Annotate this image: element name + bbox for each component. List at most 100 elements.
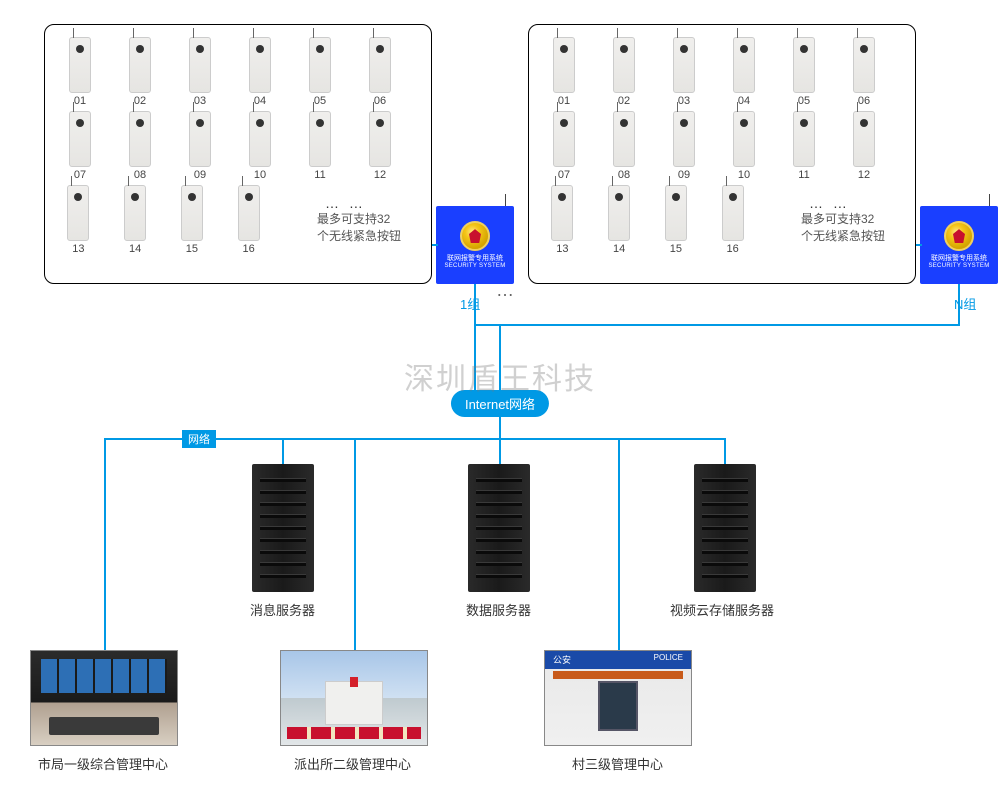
remote-label: 01 [74,95,86,107]
remote-icon [309,37,331,93]
remote-label: 16 [243,243,255,255]
server-icon [694,464,756,592]
remote-unit: 03 [179,37,221,107]
connector-line [282,438,284,464]
remote-label: 10 [254,169,266,181]
server-icon [468,464,530,592]
remote-unit: 07 [59,111,101,181]
remote-label: 02 [134,95,146,107]
remote-unit: 03 [663,37,705,107]
ellipsis: … … [325,195,366,211]
remote-unit: 02 [119,37,161,107]
remote-icon [551,185,573,241]
remote-unit: 06 [843,37,885,107]
remote-label: 08 [134,169,146,181]
remote-icon [722,185,744,241]
remote-icon [67,185,89,241]
connector-line [499,324,501,390]
connector-line [499,438,501,464]
police-badge-icon [944,221,974,251]
remote-icon [369,111,391,167]
alarm-subtitle: SECURITY SYSTEM [444,263,505,269]
remote-unit: 14 [116,185,155,255]
remote-label: 02 [618,95,630,107]
remote-unit: 06 [359,37,401,107]
server-icon [252,464,314,592]
remote-label: 10 [738,169,750,181]
alarm-subtitle: SECURITY SYSTEM [928,263,989,269]
remote-unit: 09 [179,111,221,181]
remote-icon [673,37,695,93]
network-tag: 网络 [182,430,216,448]
remote-icon [249,111,271,167]
remote-label: 05 [798,95,810,107]
ellipsis: … [496,280,518,301]
connector-line [618,438,620,650]
remote-label: 11 [798,169,809,181]
remote-label: 06 [374,95,386,107]
server-label: 消息服务器 [250,600,315,619]
remote-icon [853,111,875,167]
remote-unit: 05 [299,37,341,107]
remote-unit: 15 [173,185,212,255]
alarm-host-icon: 联网报警专用系统SECURITY SYSTEM [920,206,998,284]
remote-label: 14 [129,243,141,255]
alarm-title: 联网报警专用系统 [931,255,987,263]
remote-icon [129,37,151,93]
remote-icon [124,185,146,241]
mgmt-center-icon [280,650,428,746]
connector-line [958,284,960,326]
remote-unit: 12 [359,111,401,181]
remote-unit: 05 [783,37,825,107]
remote-icon [309,111,331,167]
mgmt-center-icon: 公安POLICE [544,650,692,746]
remote-unit: 04 [239,37,281,107]
remote-unit: 10 [723,111,765,181]
remote-unit: 04 [723,37,765,107]
remote-icon [613,37,635,93]
remote-unit: 15 [657,185,696,255]
remote-icon [613,111,635,167]
remote-icon [853,37,875,93]
group-label: 1组 [460,294,480,313]
remote-icon [129,111,151,167]
remote-label: 15 [670,243,682,255]
center-label: 市局一级综合管理中心 [38,754,168,773]
remote-label: 03 [678,95,690,107]
remote-icon [249,37,271,93]
remote-group: 01020304050607080910111213141516… …最多可支持… [528,24,916,284]
remote-label: 13 [72,243,84,255]
remote-label: 14 [613,243,625,255]
remote-unit: 02 [603,37,645,107]
remote-label: 12 [858,169,870,181]
alarm-host-icon: 联网报警专用系统SECURITY SYSTEM [436,206,514,284]
connector-line [354,438,356,650]
note-text: 最多可支持32 [801,211,901,228]
connector-line [916,244,922,246]
remote-icon [69,37,91,93]
remote-icon [369,37,391,93]
police-badge-icon [460,221,490,251]
ellipsis: … … [809,195,850,211]
remote-label: 13 [556,243,568,255]
connector-line [474,324,960,326]
remote-label: 16 [727,243,739,255]
connector-line [499,414,501,438]
remote-unit: 08 [119,111,161,181]
remote-unit: 11 [299,111,341,181]
remote-unit: 07 [543,111,585,181]
remote-icon [608,185,630,241]
remote-label: 07 [74,169,86,181]
remote-icon [238,185,260,241]
center-label: 村三级管理中心 [572,754,663,773]
remote-icon [553,111,575,167]
mgmt-center-icon [30,650,178,746]
remote-label: 01 [558,95,570,107]
center-label: 派出所二级管理中心 [294,754,411,773]
connector-line [104,438,106,650]
note-text: 最多可支持32 [317,211,417,228]
connector-line [432,244,438,246]
connector-line [724,438,726,464]
remote-unit: 13 [59,185,98,255]
connector-line [474,284,476,392]
